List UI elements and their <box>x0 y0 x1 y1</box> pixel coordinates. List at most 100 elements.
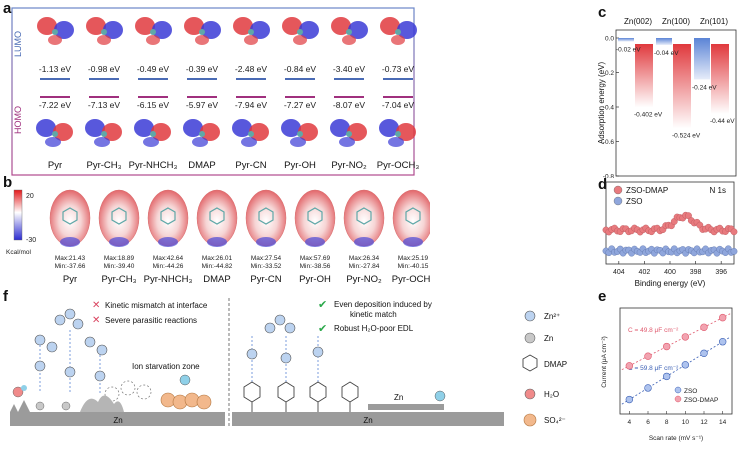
even-deposition-check-icon: ✔ <box>318 299 327 311</box>
panel-f-schematic: Zn Zn ✕ Kinetic mismatch at interface ✕ … <box>10 298 567 428</box>
homo-orbital <box>281 119 318 147</box>
esp-molecule-label: Pyr-CN <box>250 274 281 285</box>
lumo-value: -0.98 eV <box>88 64 120 74</box>
esp-scale-min: -30 <box>26 237 36 244</box>
panel-c-ytick: -0.6 <box>603 139 615 146</box>
lumo-orbital <box>331 17 368 45</box>
molecule-label: DMAP <box>188 160 215 171</box>
esp-molecule-label: Pyr-NO₂ <box>346 274 382 285</box>
lumo-value: -0.39 eV <box>186 64 218 74</box>
left-zn-substrate <box>10 400 225 426</box>
esp-min: Min:-38.56 <box>300 263 331 270</box>
zn-deposit-plate <box>368 404 444 410</box>
esp-min: Min:-37.66 <box>55 263 86 270</box>
panel-f-legend: Zn²⁺ Zn DMAP H₂O SO₄²⁻ <box>522 310 567 427</box>
data-point <box>681 333 690 341</box>
legend-marker <box>674 395 682 403</box>
sulfate-icon <box>523 413 537 427</box>
panel-c-ylabel: Adsorption energy (eV) <box>598 62 606 145</box>
esp-min: Min:-33.52 <box>251 263 282 270</box>
dmap-icon <box>522 354 538 372</box>
panel-letter-a: a <box>3 0 12 17</box>
homo-value: -7.22 eV <box>39 100 71 110</box>
c-zso-label: C = 59.8 μF cm⁻² <box>628 365 679 372</box>
data-point <box>662 372 671 381</box>
panel-d-xtick: 400 <box>664 269 676 276</box>
homo-value: -8.07 eV <box>333 100 365 110</box>
panel-letter-b: b <box>3 174 13 191</box>
right-note-1b: kinetic match <box>350 310 397 319</box>
orbital-column: -0.98 eV -7.13 eV Pyr-CH₃ <box>85 17 123 171</box>
panel-d-xtick: 398 <box>690 269 702 276</box>
molecule-label: Pyr-OH <box>284 160 316 171</box>
homo-orbital <box>232 119 269 147</box>
legend-item-label: DMAP <box>544 360 567 369</box>
homo-value: -5.97 eV <box>186 100 218 110</box>
facet-header: Zn(100) <box>662 17 690 26</box>
esp-molecule-label: Pyr-OH <box>299 274 331 285</box>
lumo-value: -0.73 eV <box>382 64 414 74</box>
panel-e-frame <box>619 307 733 415</box>
homo-value: -6.15 eV <box>137 100 169 110</box>
panel-c-adsorption: Adsorption energy (eV) 0.0 -0.2 -0.4 -0.6 -0… <box>598 17 737 178</box>
facet-header: Zn(101) <box>700 17 728 26</box>
panel-letter-c: c <box>598 4 607 21</box>
panel-e-capacitance: Current (μA cm⁻²) Scan rate (mV s⁻¹) C =… <box>601 307 733 442</box>
lumo-orbital <box>135 17 172 45</box>
small-adsorption-value: -0.02 eV <box>616 46 641 53</box>
data-point <box>718 313 727 322</box>
homo-value: -7.27 eV <box>284 100 316 110</box>
panel-e-ylabel: Current (μA cm⁻²) <box>601 336 608 388</box>
lumo-orbital <box>37 17 74 45</box>
panel-d-xps: N 1s ZSO-DMAP ZSO 404 402 400 398 396 Binding… <box>602 181 738 288</box>
lumo-orbital <box>282 17 319 45</box>
facet-header: Zn(002) <box>624 17 652 26</box>
legend-item-label: H₂O <box>544 390 559 399</box>
data-point <box>700 323 708 331</box>
zn-ion-icon <box>524 310 536 322</box>
esp-molecule-label: Pyr-NHCH₃ <box>144 274 193 285</box>
legend-marker <box>674 386 682 394</box>
homo-orbital <box>36 119 73 147</box>
edl-check-icon: ✔ <box>318 323 327 335</box>
panel-c-ytick: 0.0 <box>605 36 614 43</box>
panel-a-frame <box>11 7 415 176</box>
molecule-label: Pyr-NHCH₃ <box>129 160 178 171</box>
panel-e-xlabel: Scan rate (mV s⁻¹) <box>649 435 703 442</box>
esp-scale-unit: Kcal/mol <box>6 249 31 256</box>
lumo-orbital <box>86 17 123 45</box>
small-adsorption-bar <box>694 38 710 80</box>
fit-line <box>621 313 731 371</box>
small-adsorption-value: -0.24 eV <box>692 84 717 91</box>
data-point <box>625 362 634 370</box>
esp-min: Min:-39.40 <box>104 263 135 270</box>
panel-c-ytick: -0.4 <box>603 105 615 112</box>
fit-line <box>621 336 731 405</box>
zn-atom-icon <box>524 332 536 344</box>
legend-label: ZSO-DMAP <box>684 397 718 404</box>
large-adsorption-value: -0.524 eV <box>672 132 701 139</box>
right-note-2: Robust H₂O-poor EDL <box>334 324 414 333</box>
panel-e-xtick: 6 <box>646 419 650 426</box>
homo-orbital <box>330 119 367 147</box>
small-adsorption-bar <box>618 38 634 42</box>
panel-a-orbitals: LUMO HOMO -1.13 eV -7.22 eV Pyr -0.98 eV -7.… <box>11 7 419 176</box>
water-icon <box>524 388 536 400</box>
esp-min: Min:-40.15 <box>398 263 429 270</box>
panel-d-xlabel: Binding energy (eV) <box>635 279 706 288</box>
zso-point <box>730 247 738 255</box>
data-point <box>718 338 727 346</box>
lumo-value: -0.49 eV <box>137 64 169 74</box>
panel-d-xtick: 396 <box>715 269 727 276</box>
orbital-column: -0.49 eV -6.15 eV Pyr-NHCH₃ <box>129 17 178 171</box>
homo-value: -7.04 eV <box>382 100 414 110</box>
large-adsorption-value: -0.402 eV <box>634 111 663 118</box>
lumo-orbital <box>233 17 270 45</box>
homo-orbital <box>379 119 416 147</box>
